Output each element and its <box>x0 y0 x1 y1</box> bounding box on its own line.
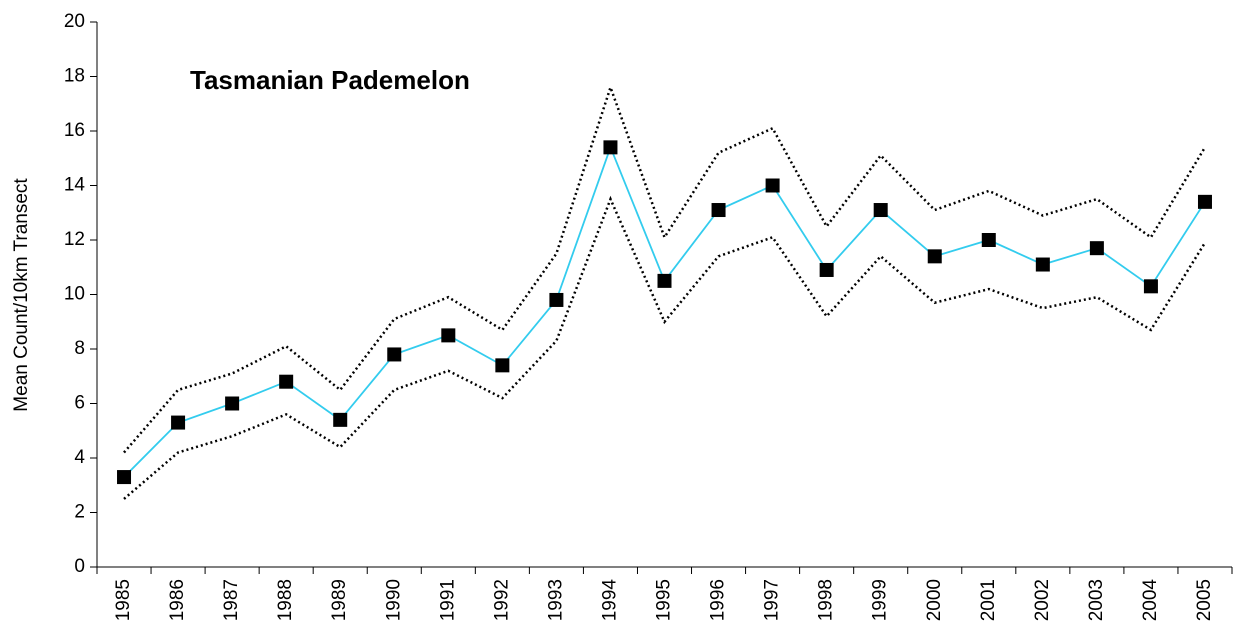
data-point <box>603 140 618 155</box>
x-tick-label: 1987 <box>221 579 242 621</box>
x-tick-label: 1995 <box>654 579 675 621</box>
x-tick-label: 2000 <box>924 579 945 621</box>
x-tick-label: 1991 <box>437 579 458 621</box>
x-tick-label: 2002 <box>1032 579 1053 621</box>
y-tick-label: 10 <box>64 284 85 305</box>
x-tick-label: 2003 <box>1086 579 1107 621</box>
data-point <box>1035 257 1050 272</box>
x-tick-label: 1993 <box>545 579 566 621</box>
series-line <box>123 195 1207 500</box>
x-tick-label: 1996 <box>708 579 729 621</box>
y-tick-label: 4 <box>74 447 85 468</box>
x-tick-label: 2005 <box>1194 579 1215 621</box>
x-tick-label: 2001 <box>978 579 999 621</box>
chart-title: Tasmanian Pademelon <box>190 65 470 95</box>
data-point <box>171 415 186 430</box>
x-tick-label: 1992 <box>491 579 512 621</box>
data-point <box>981 233 996 247</box>
series-line <box>123 144 1206 478</box>
data-point <box>441 328 456 343</box>
series-line <box>123 83 1207 454</box>
data-point <box>765 178 780 193</box>
y-tick-label: 20 <box>64 11 85 32</box>
data-point <box>819 262 834 277</box>
y-tick-label: 12 <box>64 229 85 250</box>
data-point <box>387 347 402 362</box>
y-tick-label: 18 <box>64 66 85 87</box>
y-tick-label: 14 <box>64 175 86 196</box>
y-tick-label: 6 <box>74 393 85 414</box>
data-point <box>333 412 348 427</box>
data-point <box>927 249 942 264</box>
data-point <box>495 358 510 373</box>
x-tick-label: 1990 <box>383 579 404 621</box>
x-tick-label: 1999 <box>870 579 891 621</box>
data-point <box>1143 279 1158 294</box>
y-axis-label: Mean Count/10km Transect <box>11 178 32 412</box>
y-tick-label: 2 <box>74 502 85 523</box>
data-point <box>657 273 672 288</box>
x-tick-label: 1998 <box>816 579 837 621</box>
x-tick-label: 1985 <box>113 579 134 621</box>
x-tick-label: 1988 <box>275 579 296 621</box>
x-tick-label: 1986 <box>167 579 188 621</box>
x-tick-label: 1997 <box>762 579 783 621</box>
x-tick-label: 1989 <box>329 579 350 621</box>
data-point <box>549 292 564 307</box>
data-point <box>279 374 294 389</box>
data-point <box>1089 241 1104 256</box>
y-tick-label: 0 <box>74 556 85 577</box>
data-point <box>1197 194 1212 209</box>
y-tick-label: 16 <box>64 120 85 141</box>
data-point <box>225 396 240 411</box>
data-point <box>711 203 726 218</box>
x-tick-label: 2004 <box>1140 579 1161 622</box>
x-tick-label: 1994 <box>599 579 620 622</box>
data-point <box>117 470 132 485</box>
data-point <box>873 203 888 218</box>
y-tick-label: 8 <box>74 338 85 359</box>
